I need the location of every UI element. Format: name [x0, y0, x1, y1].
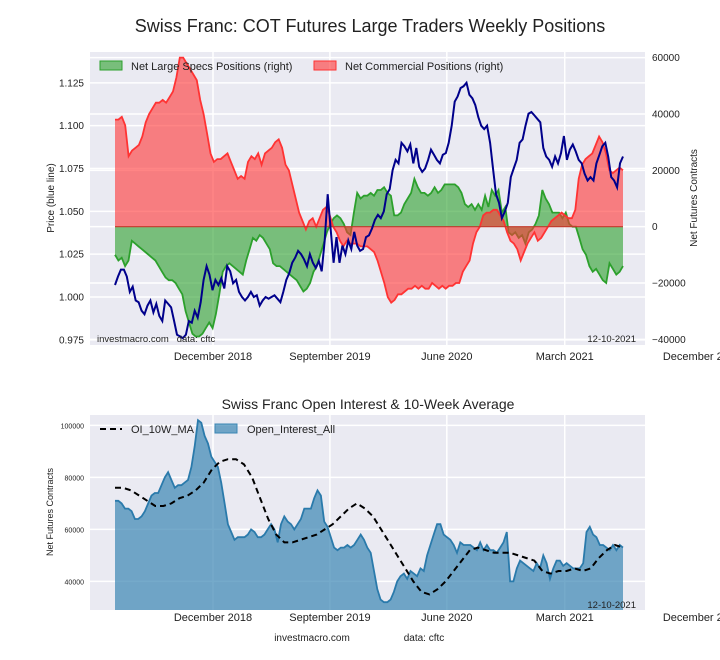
footer-data-source: data: cftc: [404, 633, 445, 644]
price-tick-label: 1.050: [59, 207, 84, 218]
x-tick-label: December 2018: [174, 351, 252, 363]
contracts-tick-label: 60000: [652, 53, 680, 64]
bottom-y-axis-label: Net Futures Contracts: [45, 467, 55, 556]
bottom-x-ticks: December 2018 September 2019 June 2020 Marc…: [174, 612, 720, 624]
bottom-y-ticks: 40000 60000 80000 100000: [61, 423, 84, 586]
price-tick-label: 1.075: [59, 164, 84, 175]
x-tick-label: June 2020: [421, 351, 472, 363]
price-tick-label: 1.100: [59, 121, 84, 132]
top-date-stamp: 12-10-2021: [587, 334, 636, 345]
price-tick-label: 1.000: [59, 293, 84, 304]
x-tick-label: December 2021: [663, 612, 720, 624]
bottom-legend: OI_10W_MA Open_Interest_All: [100, 423, 335, 436]
top-fills: [114, 56, 624, 338]
top-chart-title: Swiss Franc: COT Futures Large Traders W…: [135, 16, 606, 36]
x-tick-label: March 2021: [536, 351, 594, 363]
top-right-y-ticks: −40000 −20000 0 20000 40000 60000: [652, 53, 686, 346]
oi-tick-label: 60000: [65, 527, 85, 534]
x-tick-label: December 2018: [174, 612, 252, 624]
bottom-ma-line: [115, 458, 624, 596]
legend-label-oi-ma: OI_10W_MA: [131, 424, 195, 436]
oi-tick-label: 80000: [65, 475, 85, 482]
price-tick-label: 0.975: [59, 335, 84, 346]
edge-net-large-specs-positions-right-: [114, 175, 624, 338]
contracts-tick-label: −20000: [652, 279, 686, 290]
price-line: [114, 80, 624, 340]
legend-swatch-large-specs: [99, 60, 123, 71]
oi-ma-line: [115, 458, 624, 596]
open-interest-area: [115, 420, 623, 610]
fill-net-commercial-positions-right-: [115, 57, 623, 303]
edge-net-commercial-positions-right-: [115, 56, 624, 305]
legend-swatch-commercial: [313, 60, 337, 71]
contracts-tick-label: 20000: [652, 166, 680, 177]
top-left-axis-label: Price (blue line): [46, 163, 57, 232]
x-tick-label: September 2019: [289, 612, 370, 624]
top-x-ticks: December 2018 September 2019 June 2020 Marc…: [174, 351, 720, 363]
top-legend: Net Large Specs Positions (right) Net Co…: [99, 60, 503, 73]
x-tick-label: September 2019: [289, 351, 370, 363]
open-interest-edge: [115, 418, 624, 604]
contracts-tick-label: 0: [652, 222, 658, 233]
x-tick-label: March 2021: [536, 612, 594, 624]
bottom-chart-title: Swiss Franc Open Interest & 10-Week Aver…: [222, 396, 515, 412]
bottom-open-interest-area: [115, 418, 624, 610]
bottom-date-stamp: 12-10-2021: [587, 600, 636, 611]
oi-tick-label: 40000: [65, 579, 85, 586]
legend-label-commercial: Net Commercial Positions (right): [345, 61, 503, 73]
legend-label-large-specs: Net Large Specs Positions (right): [131, 61, 292, 73]
x-tick-label: December 2021: [663, 351, 720, 363]
legend-swatch-open-interest: [214, 423, 238, 434]
top-watermark: investmacro.com data: cftc: [97, 334, 216, 345]
footer-site: investmacro.com: [274, 633, 350, 644]
top-left-y-ticks: 0.975 1.000 1.025 1.050 1.075 1.100 1.125: [59, 78, 84, 346]
price-tick-label: 1.125: [59, 78, 84, 89]
price-tick-label: 1.025: [59, 250, 84, 261]
contracts-tick-label: 40000: [652, 109, 680, 120]
contracts-tick-label: −40000: [652, 335, 686, 346]
top-price-line: [114, 80, 624, 340]
oi-tick-label: 100000: [61, 423, 84, 430]
x-tick-label: June 2020: [421, 612, 472, 624]
legend-label-open-interest: Open_Interest_All: [247, 424, 335, 436]
top-right-axis-label: Net Futures Contracts: [689, 149, 700, 247]
